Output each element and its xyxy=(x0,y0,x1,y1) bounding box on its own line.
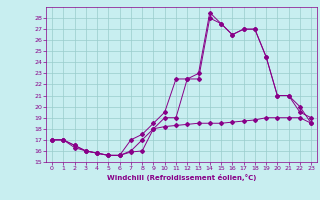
X-axis label: Windchill (Refroidissement éolien,°C): Windchill (Refroidissement éolien,°C) xyxy=(107,174,256,181)
